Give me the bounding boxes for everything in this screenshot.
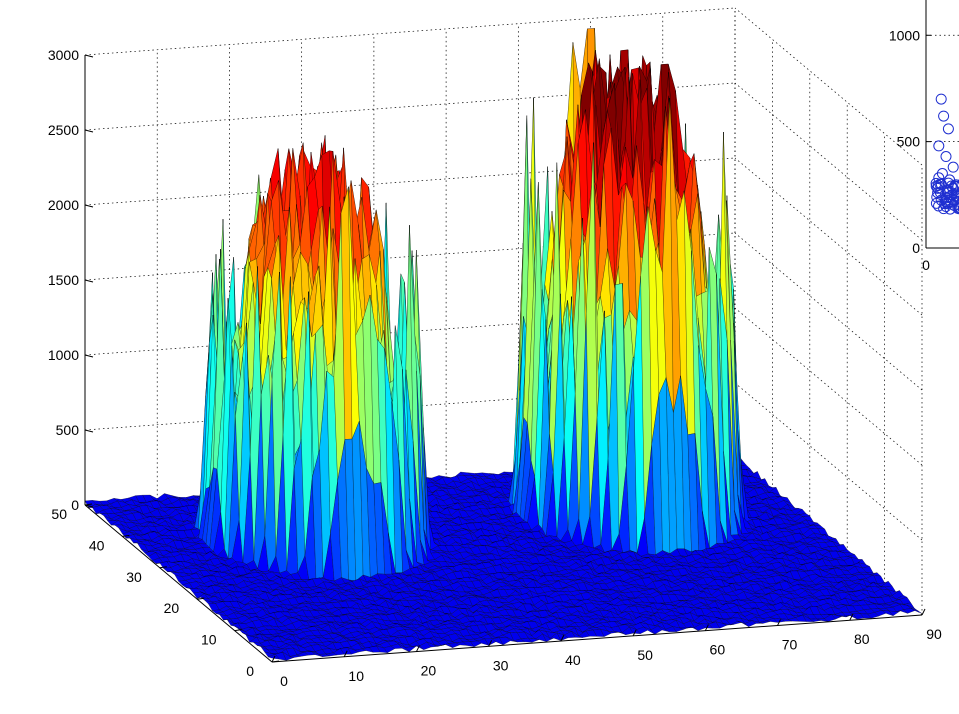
- z-tick-label: 0: [71, 497, 79, 513]
- y-tick-label: 40: [89, 537, 105, 553]
- z-tick-label: 2500: [48, 122, 79, 138]
- x-tick-label: 30: [493, 657, 509, 673]
- scatter-point: [939, 111, 949, 121]
- z-tick-label: 500: [56, 422, 80, 438]
- scatter-point: [934, 141, 944, 151]
- x-tick-label: 0: [280, 673, 288, 689]
- x-tick-label: 10: [348, 668, 364, 684]
- x-tick-label: 90: [926, 626, 942, 642]
- x-tick-label: 80: [854, 631, 870, 647]
- z-tick: [85, 280, 93, 282]
- z-tick-label: 1000: [48, 347, 79, 363]
- scatter-point: [943, 124, 953, 134]
- grid-line-z: [735, 83, 922, 240]
- scatter-point: [941, 152, 951, 162]
- z-tick-label: 2000: [48, 197, 79, 213]
- grid-line-z: [85, 8, 735, 55]
- z-tick: [85, 55, 93, 57]
- grid-line-z: [735, 158, 922, 315]
- z-tick-label: 1500: [48, 272, 79, 288]
- inset-y-tick-label: 1000: [889, 27, 920, 43]
- inset-y-tick-label: 500: [897, 134, 921, 150]
- inset-x-tick-label: 0: [922, 257, 930, 273]
- z-tick-label: 3000: [48, 47, 79, 63]
- x-tick-label: 60: [710, 642, 726, 658]
- x-tick-label: 50: [637, 647, 653, 663]
- z-tick: [85, 205, 93, 207]
- surface-mesh: [85, 28, 922, 660]
- inset-y-tick-label: 0: [912, 240, 920, 256]
- scatter-point: [948, 162, 958, 172]
- grid-line-z: [735, 308, 922, 465]
- z-tick: [85, 430, 93, 432]
- x-tick-label: 70: [782, 636, 798, 652]
- scatter-inset: 0 500 1000 0: [889, 0, 959, 273]
- grid-line-z: [735, 233, 922, 390]
- x-tick: [922, 609, 925, 615]
- y-tick-label: 50: [51, 506, 67, 522]
- y-tick-label: 10: [201, 632, 217, 648]
- scatter-point: [936, 94, 946, 104]
- x-tick-label: 40: [565, 652, 581, 668]
- y-tick-label: 30: [126, 569, 142, 585]
- z-tick: [85, 130, 93, 132]
- x-tick-label: 20: [421, 663, 437, 679]
- z-tick: [85, 355, 93, 357]
- y-tick-label: 0: [246, 663, 254, 679]
- y-tick-label: 20: [164, 600, 180, 616]
